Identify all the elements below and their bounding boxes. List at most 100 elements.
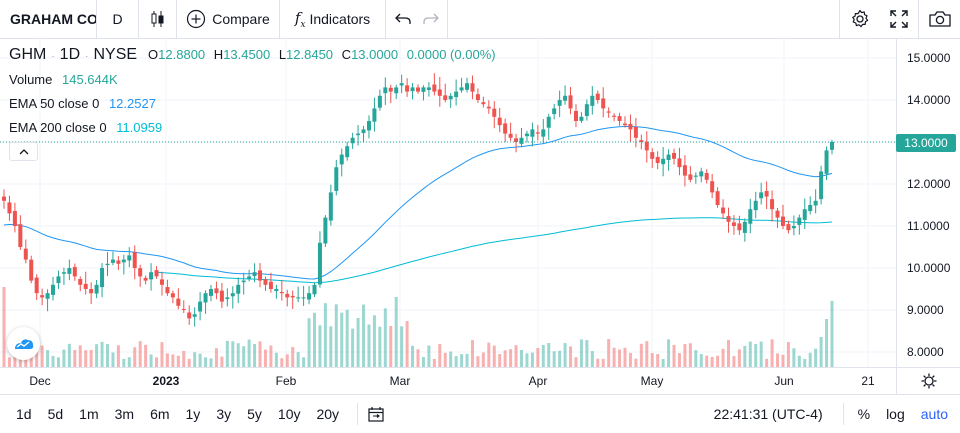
symbol-search-button[interactable]: GRAHAM CO xyxy=(0,0,97,38)
volume-bar xyxy=(340,312,344,367)
volume-bar xyxy=(825,319,829,367)
legend-ema200-row[interactable]: EMA 200 close 0 11.0959 xyxy=(9,120,162,135)
collapse-legend-button[interactable] xyxy=(9,142,38,161)
candle-body xyxy=(470,83,475,92)
candle-body xyxy=(421,87,426,92)
price-chart[interactable] xyxy=(0,39,896,367)
volume-bar xyxy=(78,345,82,367)
fullscreen-button[interactable] xyxy=(879,0,918,38)
candle-body xyxy=(252,272,257,277)
toolbar-spacer xyxy=(448,0,840,38)
logo-button[interactable] xyxy=(7,327,40,360)
legend-ticker[interactable]: GHM xyxy=(9,46,47,63)
range-20y-button[interactable]: 20y xyxy=(316,406,340,422)
candle-body xyxy=(116,260,121,264)
candle-body xyxy=(236,284,241,294)
volume-bar xyxy=(378,326,382,367)
range-6m-button[interactable]: 6m xyxy=(150,406,170,422)
candle-body xyxy=(18,224,23,247)
clock[interactable]: 22:41:31 (UTC-4) xyxy=(713,406,823,422)
candle-body xyxy=(121,259,126,263)
candle-body xyxy=(710,181,715,193)
volume-bar xyxy=(351,328,355,367)
goto-date-button[interactable] xyxy=(368,406,386,422)
volume-bar xyxy=(639,343,643,367)
range-3y-button[interactable]: 3y xyxy=(216,406,232,422)
range-1y-button[interactable]: 1y xyxy=(185,406,201,422)
volume-bar xyxy=(683,344,687,367)
candle-body xyxy=(780,216,785,226)
volume-bar xyxy=(225,340,229,367)
candle-body xyxy=(584,104,589,117)
range-5y-button[interactable]: 5y xyxy=(247,406,262,422)
candle-body xyxy=(715,191,720,205)
volume-bar xyxy=(520,349,523,367)
price-axis[interactable]: 15.0000 14.0000 12.0000 11.0000 10.0000 … xyxy=(896,39,960,367)
percent-toggle[interactable]: % xyxy=(857,406,871,422)
candle-body xyxy=(699,171,704,177)
ema-lines xyxy=(3,125,833,284)
volume-bar xyxy=(427,345,431,367)
candle-body xyxy=(399,83,404,86)
volume-bar xyxy=(727,339,730,367)
volume-label: Volume xyxy=(9,72,53,87)
indicators-button[interactable]: fx Indicators xyxy=(280,0,386,38)
log-toggle[interactable]: log xyxy=(886,406,905,422)
undo-icon[interactable] xyxy=(394,12,411,26)
candle-body xyxy=(595,93,600,100)
volume-bar xyxy=(67,343,71,367)
ema50-label: EMA 50 close 0 xyxy=(9,96,100,111)
volume-bar xyxy=(35,339,39,367)
volume-bar xyxy=(400,326,404,367)
snapshot-button[interactable] xyxy=(918,0,960,38)
candle-body xyxy=(154,270,159,277)
candle-body xyxy=(263,279,268,285)
candle-body xyxy=(345,146,350,158)
range-3m-button[interactable]: 3m xyxy=(114,406,135,422)
candle-body xyxy=(372,108,377,122)
range-1d-button[interactable]: 1d xyxy=(16,406,32,422)
legend-ema50-row[interactable]: EMA 50 close 0 12.2527 xyxy=(9,96,156,111)
redo-icon[interactable] xyxy=(422,12,439,26)
candle-body xyxy=(323,217,328,244)
range-10y-button[interactable]: 10y xyxy=(277,406,301,422)
auto-toggle[interactable]: auto xyxy=(920,406,948,422)
candle-body xyxy=(677,158,682,168)
interval-button[interactable]: D xyxy=(97,0,139,38)
undo-redo-group xyxy=(386,0,448,38)
legend-volume-row[interactable]: Volume 145.644K xyxy=(9,72,118,87)
indicators-label: Indicators xyxy=(309,11,371,27)
volume-bar xyxy=(95,344,99,367)
volume-bar xyxy=(89,349,93,367)
range-1m-button[interactable]: 1m xyxy=(79,406,99,422)
volume-bar xyxy=(819,337,823,367)
settings-button[interactable] xyxy=(840,0,879,38)
price-tick: 14.0000 xyxy=(907,93,951,107)
volume-bar xyxy=(13,353,17,367)
candle-body xyxy=(770,199,775,210)
volume-bar xyxy=(138,341,142,367)
ema200-value: 11.0959 xyxy=(116,120,163,135)
candle-body xyxy=(644,141,649,151)
candle-body xyxy=(813,200,818,206)
candle-body xyxy=(350,137,355,144)
time-tick: Mar xyxy=(389,374,411,388)
volume-bar xyxy=(7,357,11,367)
chart-type-button[interactable] xyxy=(139,0,177,38)
high-label: H xyxy=(213,47,224,62)
volume-bar xyxy=(558,350,562,367)
volume-bar xyxy=(503,350,507,367)
plus-circle-icon xyxy=(187,9,206,29)
volume-bar xyxy=(541,344,545,367)
volume-bar xyxy=(144,344,148,367)
compare-button[interactable]: Compare xyxy=(177,0,280,38)
candle-body xyxy=(802,209,807,220)
candle-body xyxy=(416,87,420,92)
volume-bar xyxy=(182,350,186,367)
time-axis[interactable]: Dec 2023 Feb Mar Apr May Jun 21 xyxy=(0,367,896,394)
range-5d-button[interactable]: 5d xyxy=(47,406,64,422)
candle-body xyxy=(230,293,235,297)
candle-body xyxy=(56,276,61,284)
axis-settings-button[interactable] xyxy=(896,367,960,394)
candle-body xyxy=(192,314,197,317)
